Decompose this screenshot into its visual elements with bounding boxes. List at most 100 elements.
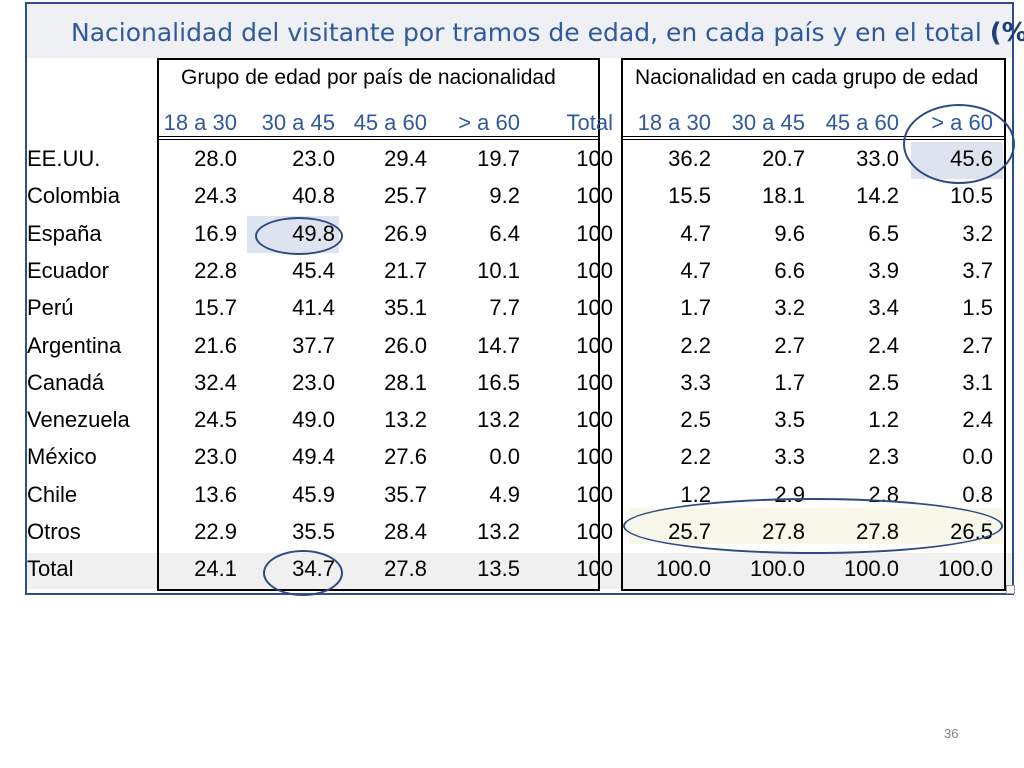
row-label: Total [27,556,74,582]
row-label: Perú [27,295,74,321]
cell-g2: 2.2 [680,332,711,358]
cell-g1: 28.0 [194,146,237,171]
cell-g2: 15.5 [668,183,711,209]
cell-g2: 9.6 [774,220,805,246]
title-suffix: (%) [989,18,1024,48]
cell-g1: 23.0 [194,444,237,470]
column-header-g2-0: 18 a 30 [637,110,711,135]
table-row: Venezuela 24.5 49.0 13.2 13.2 100 2.5 3.5 1.2 2.4 [27,402,1012,439]
cell-g2: 3.7 [962,257,993,283]
cell-g1: 25.7 [384,183,427,209]
cell-g2: 10.5 [950,183,993,209]
cell-g2: 2.7 [962,332,993,358]
row-label: Argentina [27,332,122,358]
cell-g1: 27.8 [384,556,427,582]
table-row: Colombia 24.3 40.8 25.7 9.2 100 15.5 18.1 14.2 10… [27,178,1012,215]
cell-g1: 100 [576,444,613,470]
page-number: 36 [944,726,959,741]
table-row: Argentina 21.6 37.7 26.0 14.7 100 2.2 2.7 2.4 2.7 [27,328,1012,365]
cell-g1: 7.7 [489,295,520,321]
total-row-band [27,553,1012,589]
cell-g2: 1.7 [774,369,805,395]
row-label: Canadá [27,369,105,395]
annotation-ellipse-espana [255,217,343,255]
cell-g2: 2.2 [680,444,711,470]
cell-g1: 13.6 [194,481,237,507]
cell-g1: 100 [576,407,613,433]
column-header-g2-2: 45 a 60 [825,110,899,135]
cell-g1: 13.5 [477,556,520,582]
table-nationality-by-age [621,58,1006,591]
cell-g2: 6.6 [774,257,805,283]
cell-g1: 22.9 [194,519,237,544]
cell-g2: 3.3 [774,444,805,470]
slide-frame: Nacionalidad del visitante por tramos de… [25,2,1024,596]
cell-g1: 24.3 [194,183,237,209]
cell-g2: 6.5 [868,220,899,246]
cell-g1: 16.9 [194,220,237,246]
cell-g2: 2.4 [868,332,899,358]
cell-g2: 3.3 [680,369,711,395]
table-row: Chile 13.6 45.9 35.7 4.9 100 1.2 2.9 2.8 0.8 [27,477,1012,514]
table-row: México 23.0 49.4 27.6 0.0 100 2.2 3.3 2.3 0.0 [27,439,1012,476]
column-header-g1-2: 45 a 60 [353,110,427,135]
cell-g1: 37.7 [292,332,335,358]
header-rule-right [621,136,1006,140]
column-header-g1-0: 18 a 30 [163,110,237,135]
cell-g1: 27.6 [384,444,427,470]
cell-g1: 35.1 [384,295,427,321]
row-label: España [27,220,102,246]
cell-g2: 3.4 [868,295,899,321]
cell-g2: 2.7 [774,332,805,358]
table-row: Total 24.1 34.7 27.8 13.5 100 100.0 100.0 100.0 1… [27,551,1012,588]
cell-g2: 2.5 [868,369,899,395]
cell-g1: 100 [576,369,613,395]
column-header-g1-1: 30 a 45 [261,110,335,135]
cell-g1: 35.7 [384,481,427,507]
annotation-ellipse-total-30-45 [263,550,343,596]
cell-g1: 23.0 [292,369,335,395]
column-header-g1-3: > a 60 [458,110,520,135]
cell-g1: 26.9 [384,220,427,246]
cell-g2: 3.1 [962,369,993,395]
cell-g2: 3.9 [868,257,899,283]
table-row: Ecuador 22.8 45.4 21.7 10.1 100 4.7 6.6 3.9 3.7 [27,253,1012,290]
table-row: España 16.9 49.8 26.9 6.4 100 4.7 9.6 6.5 3.2 [27,216,1012,253]
slide-title: Nacionalidad del visitante por tramos de… [71,18,1024,48]
row-label: Ecuador [27,257,109,283]
cell-g1: 41.4 [292,295,335,321]
cell-g1: 0.0 [489,444,520,470]
title-band [27,4,1012,58]
cell-g1: 13.2 [477,519,520,544]
table-row: Perú 15.7 41.4 35.1 7.7 100 1.7 3.2 3.4 1.5 [27,290,1012,327]
cell-g2: 3.2 [774,295,805,321]
row-label: Otros [27,519,81,544]
cell-g1: 16.5 [477,369,520,395]
cell-g1: 22.8 [194,257,237,283]
row-label: Chile [27,481,78,507]
table-group-age-by-country [157,58,600,591]
cell-g1: 13.2 [477,407,520,433]
cell-g1: 24.1 [194,556,237,582]
annotation-ellipse-otros [623,498,1003,554]
annotation-ellipse-eeuu-mas-60 [903,104,1015,184]
cell-g2: 33.0 [856,146,899,171]
cell-g2: 0.8 [962,481,993,507]
cell-g1: 26.0 [384,332,427,358]
cell-g2: 100.0 [655,556,711,582]
cell-g1: 100 [576,146,613,171]
cell-g2: 2.5 [680,407,711,433]
cell-g2: 1.7 [680,295,711,321]
cell-g2: 3.2 [962,220,993,246]
cell-g1: 100 [576,332,613,358]
cell-g2: 100.0 [843,556,899,582]
cell-g2: 36.2 [668,146,711,171]
cell-g2: 1.2 [868,407,899,433]
cell-g1: 100 [576,257,613,283]
cell-g1: 21.7 [384,257,427,283]
header-rule-left [157,136,600,140]
cell-g2: 20.7 [762,146,805,171]
cell-g2: 4.7 [680,257,711,283]
cell-g1: 49.4 [292,444,335,470]
cell-g1: 100 [576,556,613,582]
